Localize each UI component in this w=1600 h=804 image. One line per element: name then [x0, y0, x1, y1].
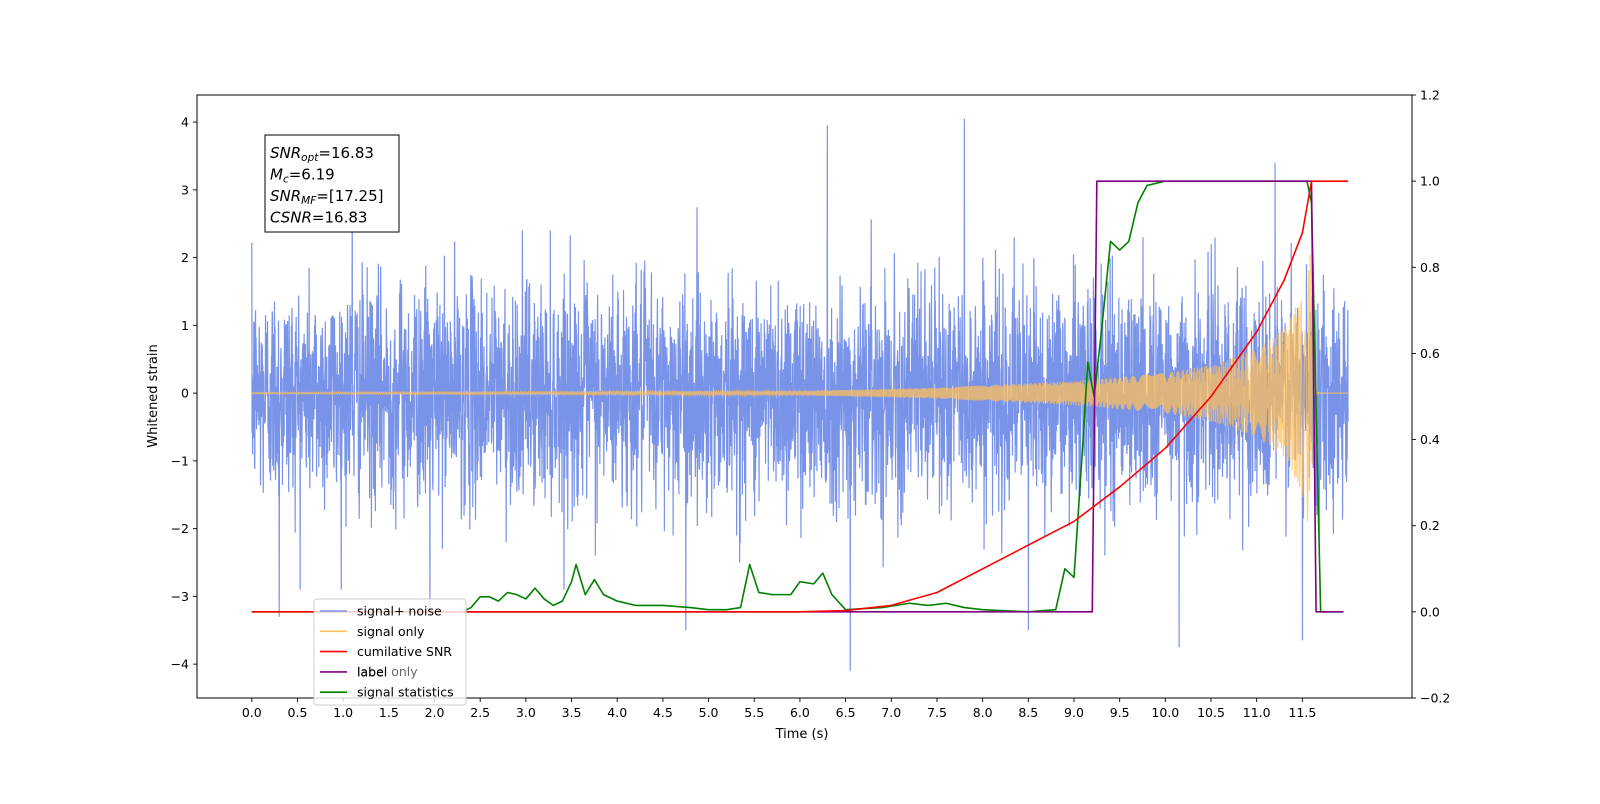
x-axis: 0.0 0.5 1.0 1.5 2.0 2.5 3.0 3.5 4.0 4.5 5.0 5.5 6.0 6…	[242, 698, 1316, 720]
x-tick-label: 8.5	[1018, 705, 1038, 720]
y-right-tick-label: 0.2	[1420, 518, 1440, 533]
y-left-tick-label: 4	[181, 115, 189, 130]
x-tick-label: 0.5	[288, 705, 308, 720]
y-right-tick-label: 0.6	[1420, 346, 1440, 361]
legend-hidden-text: label only	[357, 664, 418, 679]
x-tick-label: 10.5	[1197, 705, 1225, 720]
x-tick-label: 9.5	[1110, 705, 1130, 720]
y-left-tick-label: −1	[171, 453, 189, 468]
y-left-tick-label: −2	[171, 521, 189, 536]
y-axis-right: −0.2 0.0 0.2 0.4 0.6 0.8 1.0 1.2	[1412, 88, 1450, 706]
y-left-tick-label: −4	[171, 657, 189, 672]
x-tick-label: 1.0	[333, 705, 353, 720]
y-right-tick-label: 1.0	[1420, 174, 1440, 189]
x-tick-label: 4.5	[653, 705, 673, 720]
x-tick-label: 5.0	[699, 705, 719, 720]
legend-label: signal only	[357, 624, 425, 639]
x-tick-label: 9.0	[1064, 705, 1084, 720]
x-tick-label: 7.5	[927, 705, 947, 720]
annotation-frame	[264, 134, 400, 233]
x-tick-label: 2.5	[470, 705, 490, 720]
x-tick-label: 4.0	[607, 705, 627, 720]
legend-label: cumilative SNR	[357, 644, 452, 659]
x-tick-label: 0.0	[242, 705, 262, 720]
x-tick-label: 8.0	[973, 705, 993, 720]
annotation-line: SNRMF=[17.25]	[270, 187, 384, 207]
y-axis-left: −4 −3 −2 −1 0 1 2 3 4	[171, 115, 197, 672]
x-tick-label: 5.5	[744, 705, 764, 720]
series-line-signal-statistics	[251, 180, 1344, 613]
series-line-signal-only	[251, 247, 1349, 523]
legend-frame	[313, 598, 467, 706]
y-right-tick-label: 0.0	[1420, 604, 1440, 619]
y-left-tick-label: 2	[181, 250, 189, 265]
annotation-line: CSNR=16.83	[270, 209, 367, 227]
x-tick-label: 3.0	[516, 705, 536, 720]
x-tick-label: 10.0	[1151, 705, 1179, 720]
plot-frame	[196, 94, 1413, 699]
y-left-tick-label: −3	[171, 589, 189, 604]
y-right-tick-label: 1.2	[1420, 88, 1440, 103]
y-left-tick-label: 1	[181, 318, 189, 333]
annotation-line: Mc=6.19	[270, 166, 335, 186]
annotation-line: SNRopt=16.83	[270, 144, 374, 164]
series-layer	[251, 118, 1349, 671]
x-tick-label: 7.0	[881, 705, 901, 720]
x-tick-label: 2.0	[425, 705, 445, 720]
x-tick-label: 6.5	[836, 705, 856, 720]
y-right-tick-label: 0.8	[1420, 260, 1440, 275]
series-line-label	[461, 180, 1344, 613]
legend-label: signal+ noise	[357, 604, 442, 619]
y-right-tick-label: −0.2	[1420, 691, 1450, 706]
y-right-tick-label: 0.4	[1420, 432, 1440, 447]
legend-label: signal statistics	[357, 685, 454, 700]
x-tick-label: 3.5	[562, 705, 582, 720]
x-tick-label: 1.5	[379, 705, 399, 720]
x-tick-label: 11.5	[1288, 705, 1316, 720]
legend: label only signal+ noise signal only cumila…	[313, 598, 467, 706]
y-axis-label-left: Whitened strain	[146, 344, 161, 447]
x-tick-label: 6.0	[790, 705, 810, 720]
y-left-tick-label: 3	[181, 182, 189, 197]
x-tick-label: 11.0	[1243, 705, 1271, 720]
y-left-tick-label: 0	[181, 386, 189, 401]
legend-label: label	[357, 664, 387, 679]
x-axis-label: Time (s)	[775, 727, 829, 742]
series-line-cumulative-snr	[251, 180, 1349, 613]
